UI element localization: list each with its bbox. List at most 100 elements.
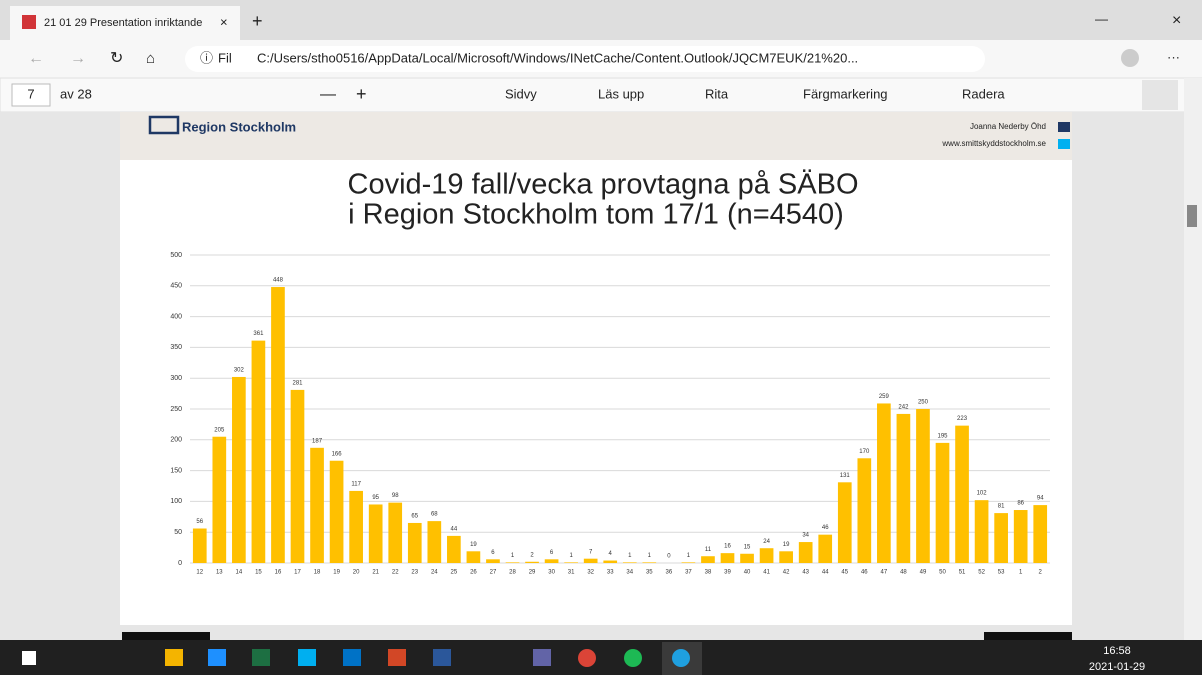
- pdf-icon: [22, 15, 36, 29]
- bar: [564, 562, 578, 563]
- url[interactable]: C:/Users/stho0516/AppData/Local/Microsof…: [257, 50, 858, 65]
- value-label: 102: [977, 491, 988, 497]
- value-label: 281: [292, 380, 303, 386]
- address-box[interactable]: [185, 46, 985, 72]
- value-label: 11: [705, 547, 712, 553]
- next-page-edge: [122, 632, 210, 640]
- toolbar-item[interactable]: Läs upp: [598, 86, 644, 101]
- value-label: 259: [879, 394, 890, 400]
- value-label: 1: [511, 553, 515, 559]
- value-label: 1: [628, 553, 632, 559]
- value-label: 7: [589, 549, 593, 555]
- bar: [290, 389, 305, 563]
- value-label: 170: [859, 449, 870, 455]
- page-number: 7: [27, 86, 34, 101]
- new-tab[interactable]: +: [252, 11, 263, 31]
- y-tick-label: 300: [170, 375, 182, 382]
- bar: [251, 340, 266, 563]
- scrollbar[interactable]: [1184, 78, 1202, 640]
- app-icon[interactable]: [672, 649, 690, 667]
- bar: [271, 287, 285, 563]
- toolbar-item[interactable]: Färgmarkering: [803, 86, 888, 101]
- value-label: 166: [332, 451, 343, 457]
- pin[interactable]: [1142, 80, 1178, 110]
- app-icon[interactable]: [208, 649, 226, 666]
- address-prefix: Fil: [218, 50, 232, 65]
- x-tick-label: 52: [978, 570, 985, 576]
- clock-time: 16:58: [1103, 645, 1131, 657]
- value-label: 195: [937, 433, 948, 439]
- y-tick-label: 200: [170, 437, 182, 444]
- app-icon[interactable]: [433, 649, 451, 666]
- value-label: 6: [550, 550, 554, 556]
- x-tick-label: 31: [568, 570, 575, 576]
- x-tick-label: 53: [998, 570, 1005, 576]
- tab[interactable]: [10, 6, 240, 40]
- toolbar-item[interactable]: Radera: [962, 86, 1005, 101]
- value-label: 81: [998, 504, 1005, 510]
- x-tick-label: 36: [666, 570, 673, 576]
- y-tick-label: 150: [170, 467, 182, 474]
- scroll-thumb[interactable]: [1187, 205, 1197, 227]
- x-tick-label: 35: [646, 570, 653, 576]
- app-icon[interactable]: [388, 649, 406, 666]
- x-tick-label: 2: [1039, 570, 1043, 576]
- x-tick-label: 42: [783, 570, 790, 576]
- bar: [427, 521, 442, 563]
- bar: [310, 447, 324, 563]
- value-label: 15: [744, 544, 751, 550]
- minimize[interactable]: —: [1095, 11, 1108, 26]
- zoom-in[interactable]: +: [356, 84, 367, 104]
- app-icon[interactable]: [533, 649, 551, 666]
- bar: [837, 482, 852, 563]
- slide-header: [120, 112, 1072, 160]
- app-icon[interactable]: [578, 649, 596, 667]
- taskbar: [0, 640, 1202, 675]
- bar: [994, 513, 1008, 563]
- page-input[interactable]: [11, 83, 51, 107]
- x-tick-label: 48: [900, 570, 907, 576]
- value-label: 65: [411, 514, 418, 520]
- tab-close[interactable]: ×: [220, 14, 228, 29]
- app-icon[interactable]: [165, 649, 183, 666]
- toolbar-item[interactable]: Rita: [705, 86, 729, 101]
- app-icon[interactable]: [252, 649, 270, 666]
- value-label: 4: [609, 551, 613, 557]
- bar: [466, 551, 481, 563]
- toolbar-item[interactable]: Sidvy: [505, 86, 537, 101]
- more[interactable]: ···: [1167, 49, 1180, 64]
- bar: [368, 504, 383, 563]
- app-icon[interactable]: [624, 649, 642, 667]
- value-label: 0: [667, 554, 671, 560]
- refresh[interactable]: ↻: [110, 50, 123, 67]
- value-label: 242: [898, 405, 909, 411]
- bar: [447, 535, 461, 563]
- x-tick-label: 28: [509, 570, 516, 576]
- x-tick-label: 1: [1019, 570, 1023, 576]
- y-tick-label: 450: [170, 283, 182, 290]
- x-tick-label: 40: [744, 570, 751, 576]
- start[interactable]: [22, 651, 36, 665]
- y-tick-label: 0: [178, 560, 182, 567]
- x-tick-label: 39: [724, 570, 731, 576]
- back[interactable]: ←: [28, 50, 44, 67]
- close-window[interactable]: ×: [1172, 12, 1181, 29]
- app-icon[interactable]: [298, 649, 316, 666]
- bar: [916, 409, 930, 563]
- x-tick-label: 13: [216, 570, 223, 576]
- profile[interactable]: [1121, 49, 1139, 67]
- x-tick-label: 18: [314, 570, 321, 576]
- x-tick-label: 23: [411, 570, 418, 576]
- value-label: 250: [918, 400, 929, 406]
- bar: [1033, 505, 1048, 563]
- bar: [720, 553, 735, 563]
- value-label: 86: [1017, 501, 1024, 507]
- forward[interactable]: →: [70, 50, 86, 67]
- y-tick-label: 250: [170, 406, 182, 413]
- x-tick-label: 16: [275, 570, 282, 576]
- value-label: 94: [1037, 496, 1044, 502]
- app-icon[interactable]: [343, 649, 361, 666]
- bar: [583, 558, 598, 563]
- home[interactable]: ⌂: [146, 50, 155, 67]
- zoom-out[interactable]: —: [320, 86, 336, 103]
